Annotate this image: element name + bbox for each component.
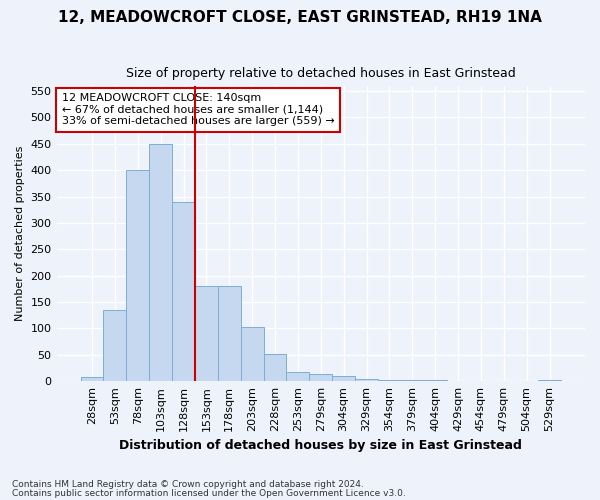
X-axis label: Distribution of detached houses by size in East Grinstead: Distribution of detached houses by size …	[119, 440, 522, 452]
Bar	[310, 374, 332, 381]
Bar	[149, 144, 172, 381]
Bar	[355, 378, 378, 381]
Title: Size of property relative to detached houses in East Grinstead: Size of property relative to detached ho…	[126, 68, 515, 80]
Bar	[332, 376, 355, 381]
Bar	[103, 310, 127, 381]
Bar	[538, 380, 561, 381]
Bar	[80, 377, 103, 381]
Text: Contains HM Land Registry data © Crown copyright and database right 2024.: Contains HM Land Registry data © Crown c…	[12, 480, 364, 489]
Bar	[172, 202, 195, 381]
Bar	[286, 372, 310, 381]
Text: Contains public sector information licensed under the Open Government Licence v3: Contains public sector information licen…	[12, 489, 406, 498]
Bar	[127, 170, 149, 381]
Bar	[424, 380, 446, 381]
Bar	[195, 286, 218, 381]
Text: 12 MEADOWCROFT CLOSE: 140sqm
← 67% of detached houses are smaller (1,144)
33% of: 12 MEADOWCROFT CLOSE: 140sqm ← 67% of de…	[62, 93, 335, 126]
Bar	[241, 327, 263, 381]
Bar	[378, 380, 401, 381]
Text: 12, MEADOWCROFT CLOSE, EAST GRINSTEAD, RH19 1NA: 12, MEADOWCROFT CLOSE, EAST GRINSTEAD, R…	[58, 10, 542, 25]
Bar	[218, 286, 241, 381]
Bar	[263, 354, 286, 381]
Bar	[401, 380, 424, 381]
Y-axis label: Number of detached properties: Number of detached properties	[15, 146, 25, 321]
